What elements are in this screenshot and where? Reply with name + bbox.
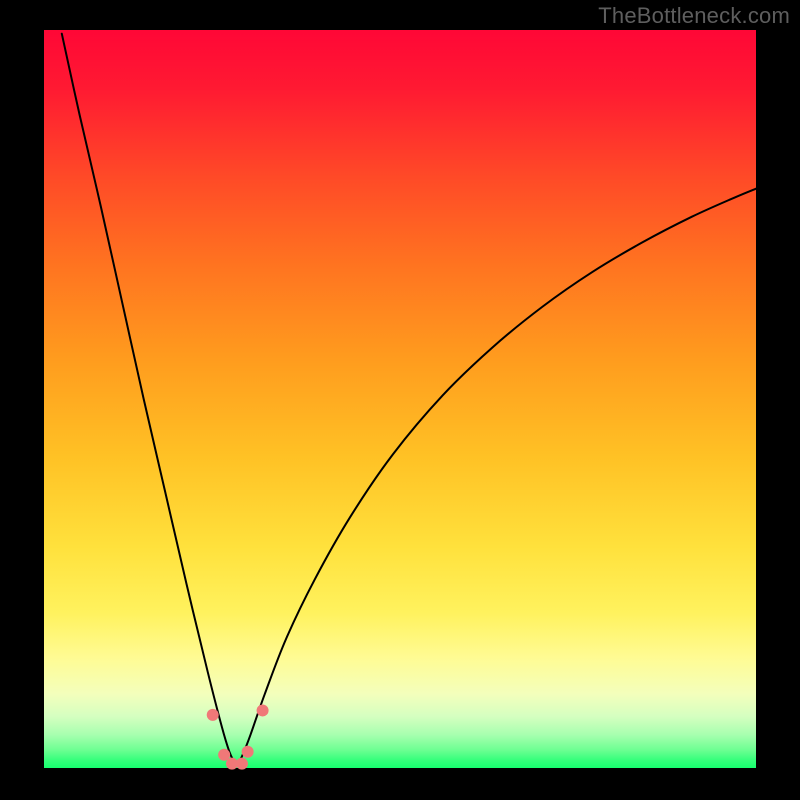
chart-container: TheBottleneck.com <box>0 0 800 800</box>
curve-marker <box>207 709 219 721</box>
bottleneck-curve-chart <box>0 0 800 800</box>
curve-marker <box>242 746 254 758</box>
curve-marker <box>257 704 269 716</box>
watermark-text: TheBottleneck.com <box>598 3 790 29</box>
plot-background <box>44 30 756 768</box>
curve-marker <box>236 758 248 770</box>
